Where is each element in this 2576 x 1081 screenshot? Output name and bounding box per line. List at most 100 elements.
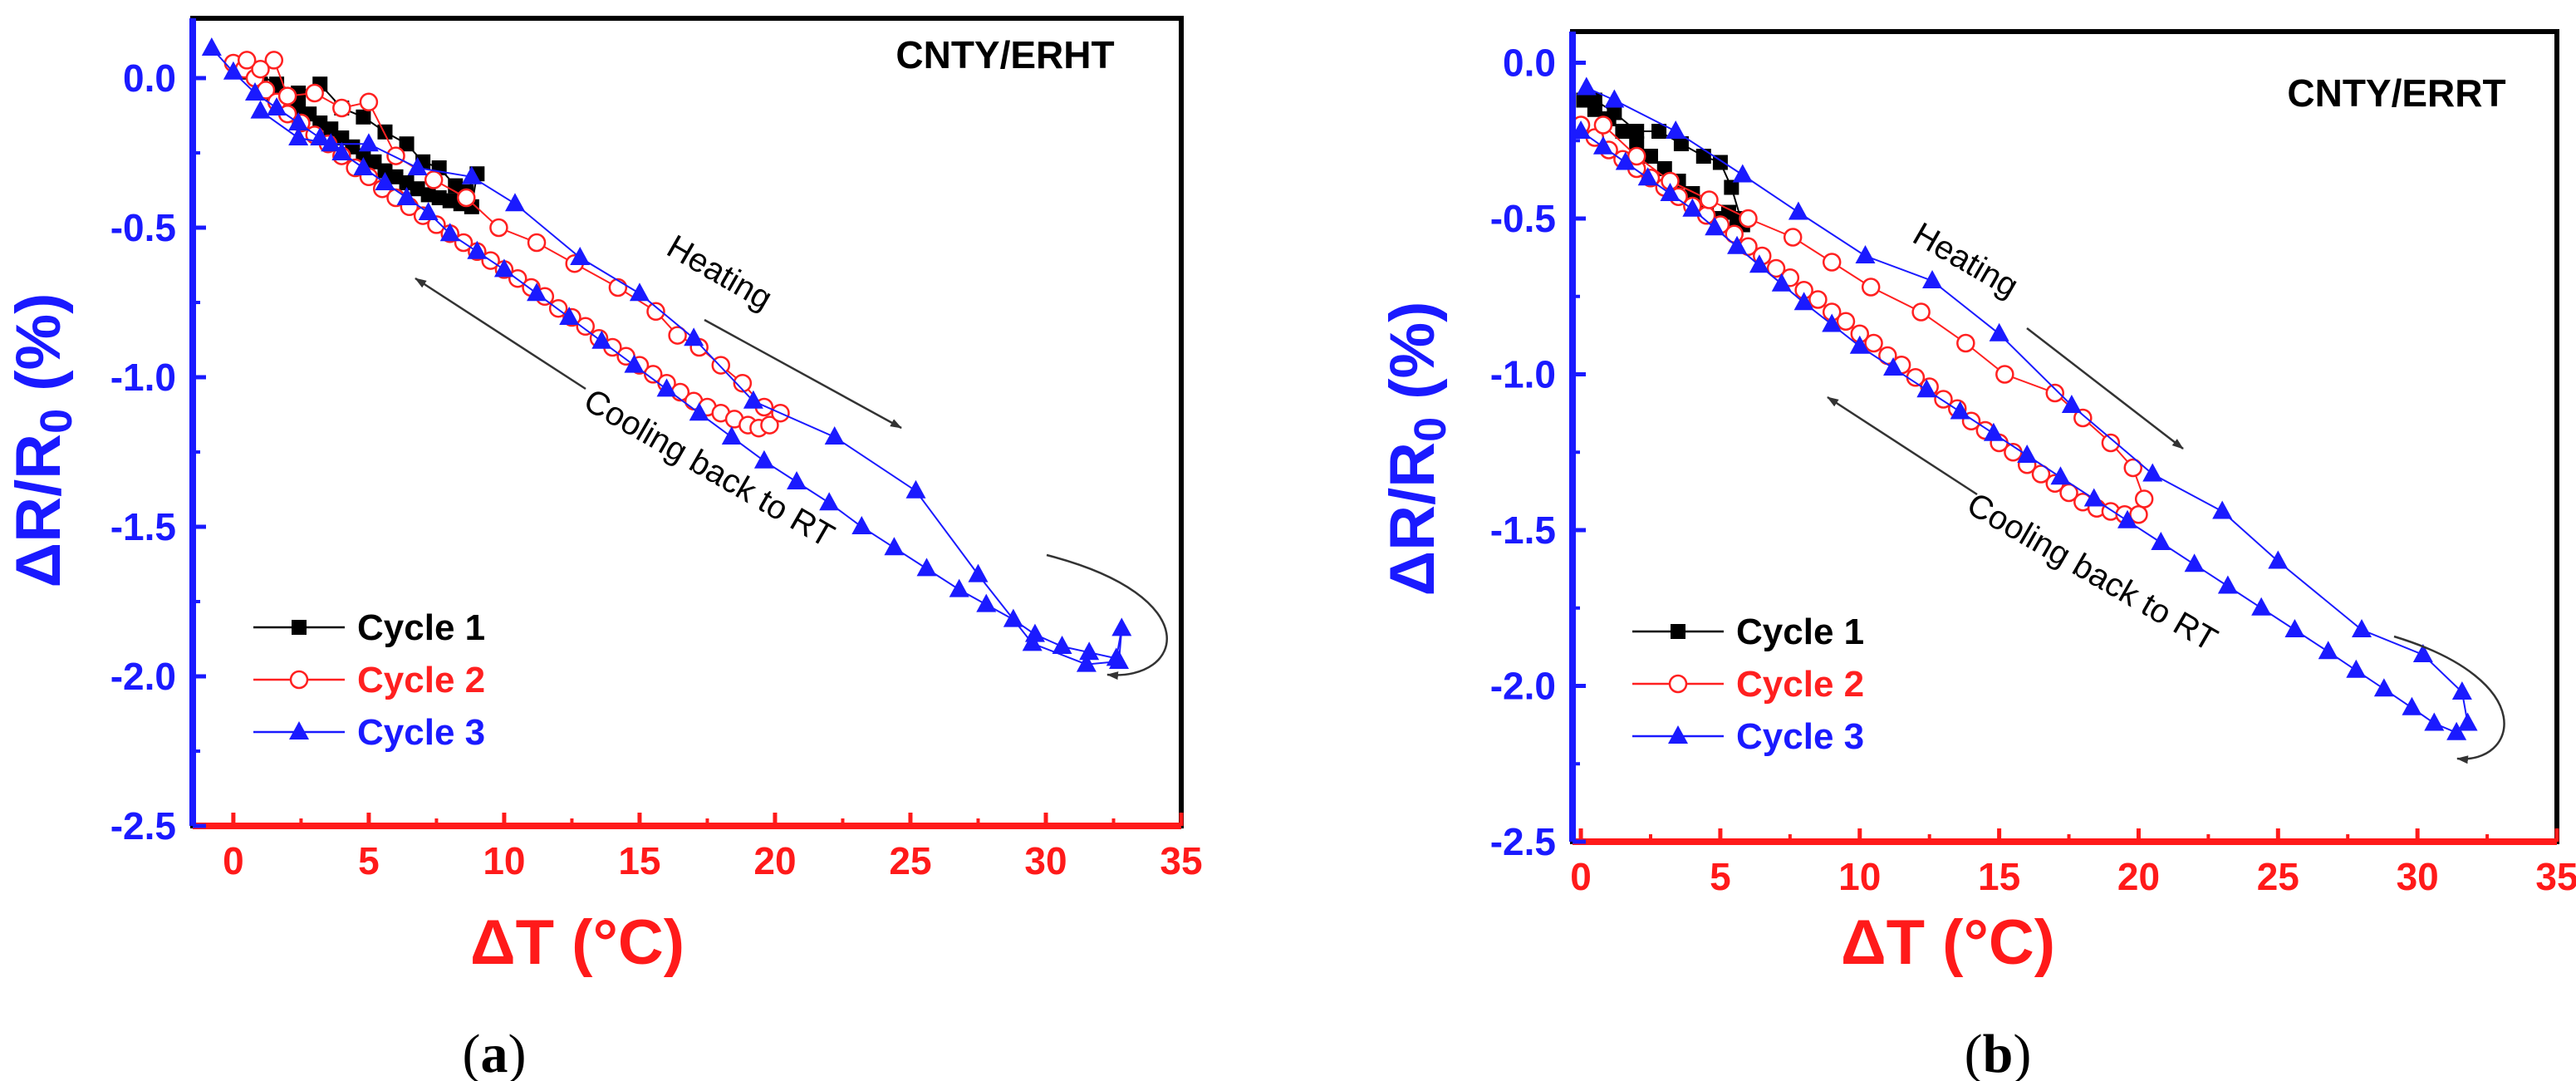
panel-b-cycle-3-point [1749,254,1769,273]
panel-b-y-axis-label: ΔR/R0 (%) [1377,302,1455,597]
panel-b-cycle-2-point [1783,228,1803,247]
panel-b-cycle-3-point [2402,696,2422,715]
panel-a-cycle-2-point [332,98,351,118]
panel-b-x-tick-label: 30 [2397,855,2439,898]
panel-b-cycle-1-point [1587,92,1602,108]
panel-b-cycle-2-point [1911,302,1931,322]
panel-a-legend-item-cycle-2: Cycle 2 [253,660,485,700]
panel-a-legend-marker [289,721,309,740]
panel-b-cycle-2-point [1822,253,1842,272]
panel-b-cycle-3-point [1793,292,1814,311]
panel-b-turnaround-arrow [2393,635,2505,764]
panel-b-cycle-3-point [2061,395,2082,413]
panel-b-legend-label: Cycle 3 [1736,716,1864,757]
panel-a-y-axis-label-unit: (%) [3,293,74,409]
panel-b-cycle-3-point [2142,463,2163,482]
panel-a-caption-letter: a [481,1024,508,1081]
panel-b-legend-label: Cycle 2 [1736,664,1864,705]
panel-b-y-axis-label-sub: 0 [1406,417,1455,442]
panel-b-x-tick-label: 15 [1978,855,2020,898]
panel-a-cycle-2-point [760,415,779,435]
panel-b-cycle-3-point [2451,681,2472,700]
panel-a-cycle-3-point [624,354,645,373]
panel-a-y-tick-label: -2.0 [110,655,176,698]
panel-a-cycle-3-point [884,537,905,556]
panel-b-heating-label: Heating [1907,216,2024,305]
panel-a-cycle-2-point [251,59,270,79]
panel-a-legend: Cycle 1 Cycle 2 Cycle 3 [253,607,485,753]
panel-b-x-ticks: 0 5 10 15 20 25 30 35 [1570,828,2576,898]
panel-a-cycle-3-point [819,492,840,511]
panel-a-series-cycle-2 [223,51,790,438]
panel-b-cycle-3-point [1950,400,1970,420]
panel-b-cycle-3-point [1666,120,1686,139]
panel-a-y-tick-label: -0.5 [110,206,176,249]
panel-b-caption-letter: b [1983,1024,2014,1081]
panel-a-chart-title: CNTY/ERHT [895,33,1114,76]
panel-b-cycle-3-point [1682,198,1703,217]
panel-b-cycle-3-point [2017,445,2038,463]
panel-a-cycle-3-point [310,127,331,145]
panel-b-cycle-2-point [1627,146,1646,166]
panel-b-cycle-2-point [1956,333,1975,353]
panel-a-cycle-3-point [721,426,742,445]
panel-a-cycle-3-point [656,378,677,397]
panel-a-plot-data [201,37,1132,672]
panel-a-cycle-2-point [277,86,297,106]
panel-a-legend-marker [292,620,307,635]
panel-a-cycle-3-point [629,283,650,302]
panel-b-cycle-3-point [1705,217,1725,236]
panel-a-cycle-3-point [1079,641,1100,661]
panel-b-cycle-3-point [1983,422,2004,441]
panel-b-y-ticks: 0.0 -0.5 -1.0 -1.5 -2.0 -2.5 [1490,42,1586,863]
panel-a-cycle-3-point [1022,632,1043,651]
panel-a-cycle-3-point [527,283,547,302]
panel-a-cycle-3-point [201,37,222,56]
panel-b-cycle-3-point [1573,120,1592,139]
panel-a-cycle-3-point [753,450,774,469]
panel-b-y-tick-label: 0.0 [1503,42,1556,85]
panel-b-y-tick-label: -1.5 [1490,509,1556,552]
panel-b-caption: (b) [1965,1024,2032,1081]
panel-a-x-tick-label: 15 [618,839,660,882]
panel-a-heating-arrow [704,318,902,430]
panel-b-y-tick-label: -2.0 [1490,665,1556,708]
panel-a-x-tick-label: 0 [223,839,244,882]
panel-a-cycle-3-line [211,47,1123,666]
panel-b-legend-marker [1671,624,1685,639]
panel-b-y-tick-label: -1.0 [1490,353,1556,396]
panel-b-y-axis-label-unit: (%) [1377,302,1448,417]
panel-b-plot-data [1573,76,2478,740]
panel-b-series-cycle-3 [1573,76,2478,740]
panel-b-cycle-2-point [2073,408,2093,428]
panel-b-cycle-3-point [1660,183,1681,201]
panel-b-x-tick-label: 10 [1838,855,1881,898]
panel-a-cycle-2-point [359,92,379,112]
panel-a-legend-item-cycle-1: Cycle 1 [253,607,485,648]
panel-b-cycle-2-point [1700,190,1719,209]
panel-b-x-tick-label: 20 [2117,855,2160,898]
panel-a-x-axis-label: ΔT (°C) [470,907,684,978]
panel-a-cycle-3-point [787,471,807,489]
panel-b-cycle-1-point [1695,149,1711,164]
panel-a-cycle-3-point [331,142,352,160]
panel-b-cycle-2-point [1836,312,1856,331]
panel-b-cycle-3-point [2412,644,2433,662]
panel-b-cycle-1-point [1724,179,1739,195]
panel-b-cycle-3-point [2251,597,2272,616]
panel-a-cycle-3-point [976,593,997,612]
panel-b-cycle-2-point [2134,489,2154,509]
panel-b-cycle-1-point [1629,124,1645,139]
panel-a-cycle-3-point [493,258,514,278]
panel-a-caption-close: ) [508,1024,527,1081]
panel-b-legend-marker [1668,725,1688,744]
panel-b-cycle-2-point [1593,115,1613,135]
panel-b-cycle-3-point [1771,273,1792,292]
panel-b-cycle-2-point [1766,258,1786,278]
panel-a-cycle-3-point [461,165,482,184]
panel-a-cycle-3-point [358,133,379,152]
panel-b-cycle-3-point [1637,167,1658,186]
panel-a-cycle-3-point [504,193,525,212]
panel-b-plot-frame [1570,29,2559,844]
